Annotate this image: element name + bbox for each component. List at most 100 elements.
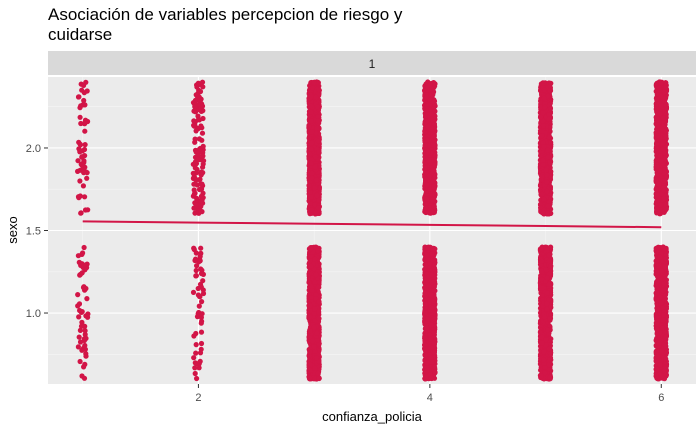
data-point [84,88,90,94]
data-point [425,245,431,251]
data-point [431,142,437,148]
data-point [306,182,312,189]
data-point [316,87,322,93]
data-point [429,305,435,311]
data-point [308,146,314,152]
data-point [193,256,199,262]
data-point [426,158,432,164]
data-point [200,84,206,90]
data-point [200,290,207,297]
data-point [307,314,313,320]
data-point [313,94,319,100]
data-point [432,103,438,109]
data-point [548,263,554,269]
data-point [195,117,201,123]
data-point [423,176,429,182]
data-point [76,301,83,307]
data-point [190,289,197,295]
data-point [544,290,550,296]
data-point [314,104,321,110]
data-point [195,80,201,86]
data-point [423,205,429,211]
data-point [198,346,204,352]
data-point [192,136,198,142]
data-point [194,314,201,320]
data-point [424,324,430,331]
data-point [191,181,197,187]
data-point [307,201,313,207]
data-point [81,244,87,251]
data-point [198,329,205,335]
data-point [314,330,320,336]
data-point [422,301,428,307]
data-point [84,175,90,181]
chart-title: Asociación de variables percepcion de ri… [48,5,403,44]
data-point [547,374,553,380]
data-point [539,285,545,291]
data-point [422,290,428,296]
data-point [85,207,91,213]
data-point [544,247,550,253]
data-point [308,103,314,109]
data-point [431,133,437,139]
data-point [307,334,313,340]
data-point [79,161,85,167]
data-point [429,251,435,257]
data-point [428,336,434,342]
data-point [77,358,83,365]
data-point [199,79,206,85]
data-point [309,287,315,293]
data-point [429,86,435,92]
data-point [192,97,199,103]
data-point [77,114,83,120]
data-point [541,357,547,363]
data-point [315,248,321,254]
data-point [309,129,315,135]
data-point [83,353,89,359]
data-point [194,263,200,269]
data-point [309,338,316,344]
data-point [428,111,435,117]
data-point [200,153,206,159]
data-point [198,123,204,129]
data-point [308,118,314,124]
data-point [539,258,545,264]
data-point [84,296,90,302]
data-point [308,160,314,166]
data-point [198,266,204,272]
data-point [430,298,437,304]
data-point [77,307,83,314]
data-point [429,197,436,203]
data-point [76,314,82,320]
data-point [308,263,314,269]
data-point [432,266,438,273]
data-point [309,170,315,176]
data-point [307,361,313,367]
data-point [314,337,320,343]
data-point [79,270,85,276]
data-point [198,208,204,214]
data-point [197,88,204,95]
data-point [80,250,86,256]
data-point [316,197,322,203]
data-point [315,205,321,211]
data-point [81,82,87,88]
data-point [538,373,544,379]
data-point [316,299,322,305]
data-point [432,364,438,370]
data-point [316,309,322,315]
data-point [430,168,436,174]
data-point [81,323,87,329]
scatter-points [75,79,670,382]
data-point [311,324,317,330]
data-point [307,211,313,217]
data-point [307,151,313,157]
data-point [307,367,313,373]
data-point [75,344,81,350]
data-point [81,337,87,344]
data-point [429,272,435,278]
data-point [82,342,88,349]
data-point [308,283,314,289]
data-point [315,138,321,144]
